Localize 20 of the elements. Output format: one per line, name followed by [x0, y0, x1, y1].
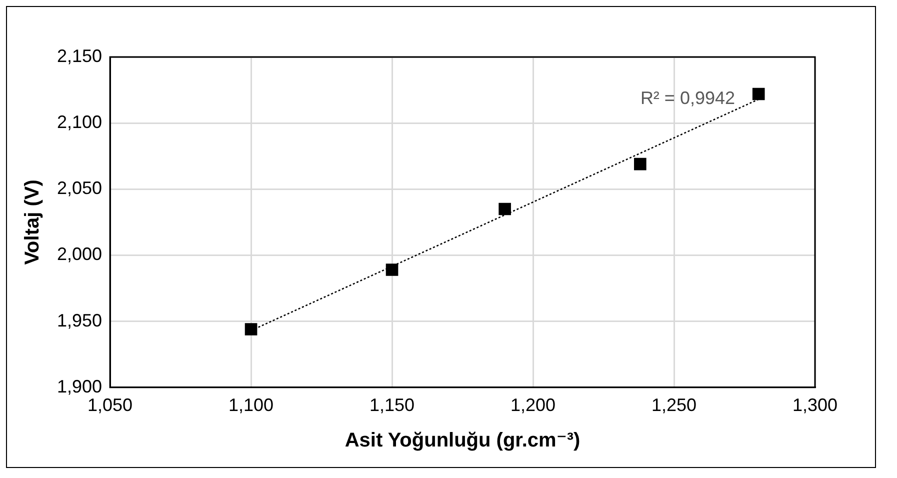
- annotation: R² = 0,9942: [640, 88, 735, 108]
- y-tick-label: 2,150: [56, 46, 102, 66]
- y-axis-title: Voltaj (V): [22, 180, 44, 265]
- point: [386, 264, 398, 276]
- x-axis-title: Asit Yoğunluğu (gr.cm⁻³): [344, 430, 580, 452]
- point: [498, 202, 511, 216]
- point: [752, 88, 765, 100]
- x-tick-label: 1,150: [370, 395, 415, 416]
- x-tick-label: 1,050: [88, 395, 133, 416]
- x-tick-label: 1,250: [651, 395, 697, 416]
- y-tick-label: 2,050: [56, 178, 102, 198]
- y-tick-label: 1,900: [56, 376, 102, 396]
- y-tick-label: 2,100: [56, 112, 102, 132]
- x-tick-label: 1,200: [510, 395, 556, 416]
- point: [244, 323, 258, 336]
- point: [634, 158, 646, 170]
- y-tick-label: 1,950: [56, 310, 102, 330]
- y-tick-label: 2,000: [56, 244, 102, 264]
- x-tick-label: 1,100: [228, 395, 274, 416]
- x-tick-label: 1,300: [792, 395, 838, 416]
